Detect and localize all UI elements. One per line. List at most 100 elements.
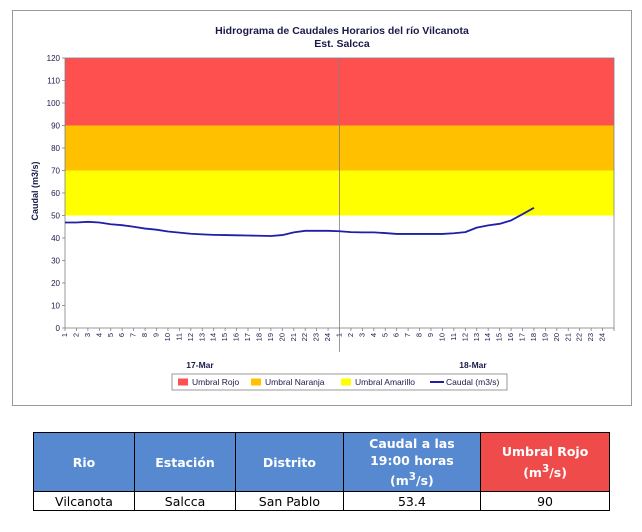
x-tick-label: 23: [586, 333, 595, 341]
x-tick-label: 18: [254, 333, 263, 341]
x-tick-label: 6: [392, 333, 401, 337]
legend: Umbral Rojo Umbral Naranja Umbral Amarillo…: [171, 373, 508, 391]
x-tick-label: 2: [346, 333, 355, 337]
header-caudal: Caudal a las 19:00 horas (m3/s): [342, 432, 482, 492]
x-tick-label: 9: [152, 333, 161, 337]
unit-exponent: 3: [408, 470, 417, 483]
cell-distrito: San Pablo: [235, 491, 344, 511]
table-header-row: Rio Estación Distrito Caudal a las 19:00…: [33, 432, 610, 492]
x-tick-label: 15: [495, 333, 504, 341]
x-tick-label: 9: [426, 333, 435, 337]
y-tick-label: 120: [47, 54, 61, 63]
x-tick-label: 16: [506, 333, 515, 341]
day-label-1: 17-Mar: [186, 360, 214, 370]
y-tick-label: 20: [51, 279, 60, 288]
header-umbral-rojo: Umbral Rojo (m3/s): [480, 432, 610, 492]
x-tick-label: 1: [335, 333, 344, 337]
x-tick-label: 14: [483, 333, 492, 341]
table-row: Vilcanota Salcca San Pablo 53.4 90: [33, 491, 610, 511]
x-tick-label: 14: [209, 333, 218, 341]
x-tick-label: 15: [220, 333, 229, 341]
x-tick-label: 3: [357, 333, 366, 337]
unit-suffix: /s): [416, 473, 434, 489]
header-distrito: Distrito: [235, 432, 344, 492]
hydrograph-chart: Hidrograma de Caudales Horarios del río …: [30, 25, 615, 391]
x-tick-label: 4: [369, 333, 378, 337]
y-axis-label: Caudal (m3/s): [30, 161, 40, 220]
unit-suffix: /s): [549, 464, 567, 480]
y-tick-label: 90: [51, 122, 60, 131]
x-tick-label: 10: [437, 333, 446, 341]
x-tick-label: 7: [129, 333, 138, 337]
header-rio: Rio: [33, 432, 135, 492]
y-tick-label: 40: [51, 234, 60, 243]
x-tick-label: 5: [380, 333, 389, 337]
summary-table: Rio Estación Distrito Caudal a las 19:00…: [33, 432, 610, 511]
legend-swatch: [251, 378, 261, 386]
x-tick-label: 11: [174, 333, 183, 341]
x-tick-label: 20: [552, 333, 561, 341]
legend-label: Caudal (m3/s): [446, 377, 500, 387]
x-tick-label: 2: [71, 333, 80, 337]
x-tick-label: 21: [563, 333, 572, 341]
y-tick-label: 10: [51, 302, 60, 311]
x-tick-label: 1: [60, 333, 69, 337]
legend-swatch: [341, 378, 351, 386]
x-tick-label: 10: [163, 333, 172, 341]
x-tick-label: 8: [140, 333, 149, 337]
cell-estacion: Salcca: [133, 491, 237, 511]
legend-label: Umbral Naranja: [265, 377, 325, 387]
y-tick-label: 80: [51, 144, 60, 153]
y-tick-label: 70: [51, 167, 60, 176]
x-tick-label: 22: [575, 333, 584, 341]
cell-rio: Vilcanota: [33, 491, 135, 511]
x-tick-label: 18: [529, 333, 538, 341]
header-caudal-line2: 19:00 horas: [370, 452, 454, 468]
day-label-2: 18-Mar: [459, 360, 487, 370]
cell-umbral: 90: [480, 491, 610, 511]
x-tick-label: 12: [460, 333, 469, 341]
x-tick-label: 4: [94, 333, 103, 337]
x-tick-label: 20: [277, 333, 286, 341]
header-umbral-unit: (m3/s): [523, 462, 567, 480]
x-tick-label: 17: [243, 333, 252, 341]
y-tick-label: 0: [56, 324, 61, 333]
chart-subtitle: Est. Salcca: [314, 38, 370, 50]
header-umbral-line1: Umbral Rojo: [501, 444, 589, 460]
x-tick-label: 3: [83, 333, 92, 337]
unit-prefix: (m: [390, 473, 409, 489]
chart-frame: Hidrograma de Caudales Horarios del río …: [12, 10, 632, 406]
legend-box: [171, 373, 508, 391]
x-tick-label: 19: [540, 333, 549, 341]
x-tick-label: 21: [289, 333, 298, 341]
series-line-caudal: [65, 207, 535, 237]
x-tick-label: 13: [197, 333, 206, 341]
x-tick-label: 23: [312, 333, 321, 341]
x-tick-label: 11: [449, 333, 458, 341]
unit-prefix: (m: [523, 464, 542, 480]
x-tick-label: 5: [106, 333, 115, 337]
legend-swatch: [178, 378, 188, 386]
header-estacion: Estación: [133, 432, 237, 492]
y-tick-label: 110: [47, 77, 60, 86]
x-tick-label: 13: [472, 333, 481, 341]
x-tick-label: 16: [232, 333, 241, 341]
legend-label: Umbral Rojo: [192, 377, 240, 387]
y-tick-label: 30: [51, 257, 60, 266]
x-tick-label: 24: [598, 333, 607, 341]
header-caudal-unit: (m3/s): [390, 470, 434, 489]
x-tick-label: 17: [518, 333, 527, 341]
x-tick-label: 8: [415, 333, 424, 337]
x-tick-label: 6: [117, 333, 126, 337]
chart-title: Hidrograma de Caudales Horarios del río …: [215, 25, 469, 37]
header-caudal-line1: Caudal a las: [369, 435, 455, 451]
x-tick-label: 19: [266, 333, 275, 341]
x-tick-label: 22: [300, 333, 309, 341]
x-tick-label: 24: [323, 333, 332, 341]
y-tick-label: 50: [51, 212, 60, 221]
legend-label: Umbral Amarillo: [355, 377, 415, 387]
x-tick-label: 7: [403, 333, 412, 337]
cell-caudal: 53.4: [342, 491, 482, 511]
unit-exponent: 3: [541, 462, 550, 475]
